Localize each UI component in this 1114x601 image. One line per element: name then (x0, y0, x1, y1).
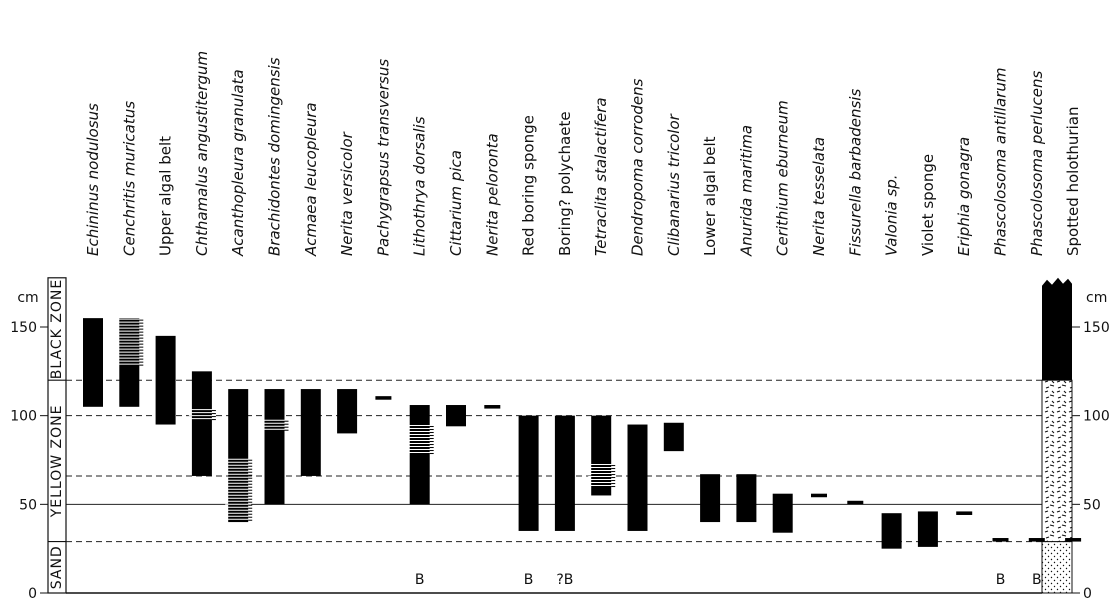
species-label: Lower algal belt (701, 136, 719, 256)
tick-label-right: 0 (1083, 586, 1092, 601)
range-bar (663, 422, 684, 452)
species-label: Acmaea leucopleura (302, 102, 320, 257)
range-bar (700, 474, 721, 523)
species-label: Acanthopleura granulata (229, 69, 247, 257)
range-bar (337, 389, 358, 434)
species-label: Violet sponge (919, 154, 937, 256)
zone-label: YELLOW ZONE (49, 405, 65, 519)
species-label: Cittarium pica (447, 150, 465, 256)
range-bar (191, 371, 212, 476)
species-label: Spotted holothurian (1064, 107, 1082, 256)
y-unit-left: cm (17, 290, 38, 306)
species-label: Dendropoma corrodens (629, 78, 647, 256)
species-label: Anurida maritima (737, 125, 755, 257)
range-bar (83, 318, 103, 407)
range-bar (1065, 538, 1082, 542)
species-label: Tetraclita stalactifera (592, 97, 610, 256)
range-bar (300, 389, 321, 476)
species-label: Red boring sponge (520, 115, 538, 256)
range-bar (375, 396, 392, 400)
boring-note: B (524, 572, 534, 588)
species-label: Nerita peloronta (483, 133, 501, 256)
boring-note: B (1032, 572, 1042, 588)
zone-label: BLACK ZONE (49, 279, 65, 379)
boring-note: B (415, 572, 425, 588)
species-label: Fissurella barbadensis (846, 89, 864, 256)
species-labels: Echininus nodulosus Cenchritis muricatus U… (84, 51, 1082, 588)
range-bar (1028, 538, 1045, 542)
sediment-sand (1041, 541, 1073, 594)
species-label: Cenchritis muricatus (120, 101, 138, 256)
range-bar (992, 538, 1009, 542)
range-bar (264, 389, 285, 505)
range-bars (83, 318, 1082, 549)
species-label: Cerithium eburneum (774, 100, 792, 256)
range-bar (155, 335, 176, 425)
species-label: Echininus nodulosus (84, 103, 102, 256)
tick-label-left: 150 (10, 320, 37, 336)
species-label: Eriphia gonagra (955, 137, 973, 256)
range-bar (518, 415, 539, 531)
range-bar (228, 389, 249, 523)
range-bar (446, 405, 466, 427)
range-bar (484, 405, 501, 409)
zone-column (47, 277, 67, 594)
species-label: Lithothrya dorsalis (411, 116, 429, 256)
range-bar (847, 500, 864, 505)
range-bar (881, 513, 902, 549)
species-label: Upper algal belt (157, 136, 175, 256)
boring-note: B (996, 572, 1006, 588)
range-bar (811, 493, 827, 498)
range-bar (554, 415, 575, 531)
species-label: Brachidontes domingensis (266, 57, 284, 256)
species-label: Nerita versicolor (338, 131, 356, 256)
range-bar (627, 424, 648, 531)
tick-label-left: 0 (28, 586, 37, 601)
zone-label: SAND (49, 545, 65, 589)
axes: SAND YELLOW ZONE BLACK ZONE 0 50 100 150 cm 0 50 1… (10, 277, 1110, 601)
species-label: Chthamalus angustitergum (193, 51, 211, 256)
tick-label-right: 50 (1083, 497, 1101, 513)
tick-label-left: 100 (10, 409, 37, 425)
sediment-rock (1041, 379, 1073, 543)
range-bar (956, 511, 973, 515)
range-bar (591, 415, 612, 496)
species-label: Clibanarius tricolor (665, 113, 683, 256)
boring-note: ?B (556, 572, 573, 588)
species-label: Nerita tesselata (810, 137, 828, 256)
species-label: Valonia sp. (883, 174, 901, 256)
y-unit-right: cm (1086, 290, 1107, 306)
species-label: Phascolosoma antillarum (992, 68, 1010, 256)
species-label: Pachygrapsus transversus (374, 59, 392, 256)
species-label: Boring? polychaete (556, 111, 574, 256)
species-label: Phascolosoma perlucens (1028, 71, 1046, 256)
tick-label-left: 50 (19, 497, 37, 513)
range-bar (409, 405, 430, 505)
range-bar (772, 493, 793, 533)
tick-label-right: 150 (1083, 320, 1110, 336)
range-bar (917, 511, 938, 547)
sediment-black (1042, 277, 1072, 381)
tick-label-right: 100 (1083, 409, 1110, 425)
range-bar (736, 474, 757, 523)
